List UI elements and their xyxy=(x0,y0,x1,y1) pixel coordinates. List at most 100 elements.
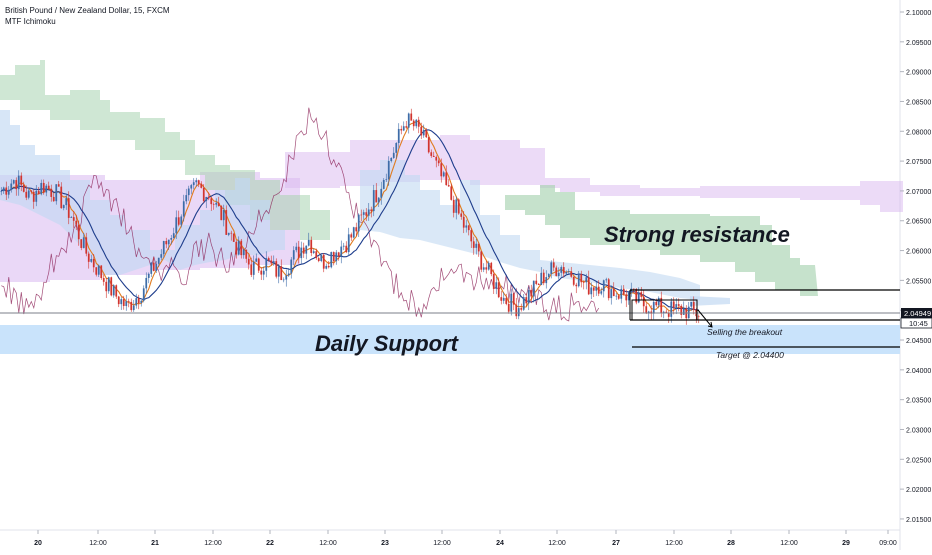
candle-body xyxy=(642,296,645,307)
candle-body xyxy=(400,128,403,131)
price-tick-label: 2.03500 xyxy=(906,398,931,405)
indicator-title[interactable]: MTF Ichimoku xyxy=(5,17,56,26)
candle-body xyxy=(277,266,280,277)
candle-body xyxy=(230,232,233,234)
candle-body xyxy=(495,282,498,289)
candle-body xyxy=(690,301,693,307)
candle-body xyxy=(280,266,283,281)
candle-body xyxy=(255,258,258,262)
candle-body xyxy=(505,297,508,304)
time-tick-label: 12:00 xyxy=(89,540,107,547)
candle-body xyxy=(667,312,670,317)
candle-body xyxy=(602,280,605,292)
ichimoku-clouds xyxy=(0,60,903,306)
candle-body xyxy=(210,198,213,205)
strong-resistance-label[interactable]: Strong resistance xyxy=(604,222,790,247)
candle-body xyxy=(605,279,608,281)
candle-body xyxy=(335,252,338,262)
bar-countdown: 10:45 xyxy=(909,319,928,328)
candle-body xyxy=(252,261,255,275)
candle-body xyxy=(457,199,460,214)
candle-body xyxy=(47,185,50,189)
daily-support-label[interactable]: Daily Support xyxy=(315,331,460,356)
selling-breakout-label[interactable]: Selling the breakout xyxy=(707,327,783,337)
green-cloud-right xyxy=(505,185,818,296)
candle-body xyxy=(550,262,553,274)
candle-body xyxy=(12,180,15,184)
candle-body xyxy=(405,126,408,128)
candle-body xyxy=(382,180,385,189)
candle-body xyxy=(212,204,215,205)
candle-body xyxy=(235,241,238,255)
candle-body xyxy=(415,119,418,127)
candle-body xyxy=(402,126,405,131)
candle-body xyxy=(222,210,225,221)
candle-body xyxy=(367,209,370,216)
candle-body xyxy=(132,305,135,311)
candle-body xyxy=(680,305,683,315)
candle-body xyxy=(587,277,590,295)
candle-body xyxy=(517,308,520,317)
candle-body xyxy=(670,301,673,317)
candle-body xyxy=(72,217,75,221)
candle-body xyxy=(217,202,220,207)
time-axis[interactable]: 20 12:00 21 12:00 22 12:00 23 12:00 24 12:00 27 12:… xyxy=(34,530,897,547)
candle-body xyxy=(417,119,420,127)
breakout-arrow[interactable] xyxy=(697,309,713,328)
candle-body xyxy=(130,301,133,311)
target-label[interactable]: Target @ 2.04400 xyxy=(716,350,784,360)
price-tick-label: 2.09500 xyxy=(906,40,931,47)
candle-body xyxy=(200,183,203,188)
candle-body xyxy=(692,301,695,310)
candle-body xyxy=(27,190,30,198)
candle-body xyxy=(62,205,65,209)
candle-body xyxy=(577,274,580,287)
time-tick-label: 12:00 xyxy=(204,540,222,547)
candle-body xyxy=(437,160,440,164)
candle-body xyxy=(372,190,375,212)
candle-body xyxy=(425,130,428,138)
time-tick-label: 09:00 xyxy=(879,540,897,547)
candle-body xyxy=(247,258,250,265)
candle-body xyxy=(540,272,543,286)
candle-body xyxy=(687,306,690,319)
candle-body xyxy=(635,288,638,303)
candle-body xyxy=(535,280,538,284)
candle-body xyxy=(25,191,28,198)
time-tick-label: 22 xyxy=(266,540,274,547)
candle-body xyxy=(547,273,550,278)
candle-body xyxy=(542,272,545,284)
consolidation-box[interactable] xyxy=(631,299,698,321)
price-axis[interactable]: 2.10000 2.09500 2.09000 2.08500 2.08000 2.075… xyxy=(900,10,931,524)
candle-body xyxy=(345,245,348,253)
candle-body xyxy=(267,258,270,261)
time-tick-label: 24 xyxy=(496,540,504,547)
candle-body xyxy=(215,202,218,205)
symbol-title[interactable]: British Pound / New Zealand Dollar, 15, … xyxy=(5,6,170,15)
candle-body xyxy=(682,308,685,315)
candle-body xyxy=(102,278,105,282)
candle-body xyxy=(380,188,383,198)
candle-body xyxy=(245,249,248,259)
candle-body xyxy=(570,271,573,277)
candle-body xyxy=(497,282,500,298)
chart-legend[interactable]: British Pound / New Zealand Dollar, 15, … xyxy=(5,5,170,27)
candle-body xyxy=(657,297,660,306)
candle-body xyxy=(290,259,293,274)
candle-body xyxy=(322,254,325,269)
drawing-tools xyxy=(629,289,900,348)
candle-body xyxy=(35,190,38,202)
candle-body xyxy=(152,262,155,271)
candle-body xyxy=(0,191,3,192)
candle-body xyxy=(80,239,83,248)
candle-body xyxy=(275,261,278,277)
candle-body xyxy=(125,301,128,307)
candle-body xyxy=(177,217,180,225)
base-line xyxy=(0,129,699,311)
price-tick-label: 2.02500 xyxy=(906,457,931,464)
price-tick-label: 2.03000 xyxy=(906,427,931,434)
candle-body xyxy=(352,227,355,238)
candle-body xyxy=(622,288,625,295)
